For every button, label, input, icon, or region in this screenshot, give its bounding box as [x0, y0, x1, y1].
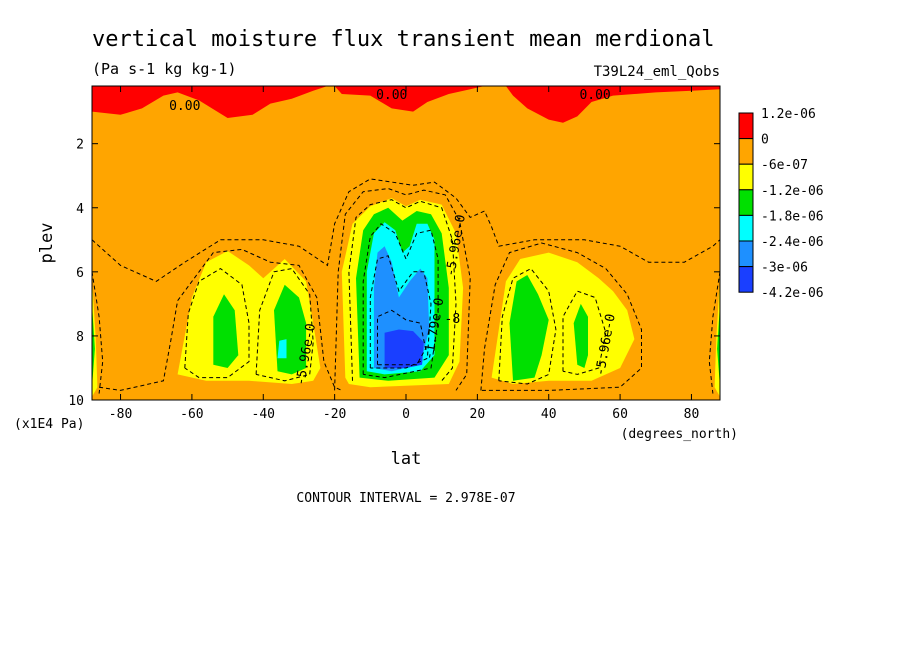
contour-line-10: [498, 267, 557, 385]
contour-line-8: [377, 309, 427, 366]
contour-line-11: [562, 290, 607, 375]
x-tick-label-3: -20: [323, 407, 346, 422]
x-tick-label-2: -40: [252, 407, 275, 422]
contour-line-5: [348, 199, 457, 382]
x-axis-label: lat: [391, 449, 422, 469]
colorbar-label-6: -3e-06: [761, 261, 808, 276]
contour-region-2: [505, 86, 720, 123]
colorbar-swatch-3: [738, 189, 754, 216]
contour-label-1: 0.00: [376, 88, 407, 103]
colorbar-label-3: -1.2e-06: [761, 184, 824, 199]
contour-line-0: [92, 178, 720, 282]
colorbar-label-1: 0: [761, 133, 769, 148]
y-tick-label-1: 4: [76, 202, 84, 217]
contour-region-1: [334, 86, 485, 112]
colorbar-label-7: -4.2e-06: [761, 286, 824, 301]
x-tick-label-6: 40: [541, 407, 557, 422]
colorbar-swatch-6: [738, 266, 754, 293]
contour-region-18: [717, 303, 720, 388]
x-axis-ticks: -80 -60 -40 -20 0 20 40 60 80: [109, 86, 699, 422]
colorbar-swatch-5: [738, 240, 754, 268]
units-subtitle: (Pa s-1 kg kg-1): [92, 60, 237, 78]
colorbar-swatch-2: [738, 163, 754, 191]
contour-lines: [92, 178, 720, 394]
y-tick-label-3: 8: [76, 330, 84, 345]
contour-label-2: 0.00: [579, 88, 610, 103]
y-axis-label: plev: [37, 223, 57, 264]
chart-title: vertical moisture flux transient mean me…: [92, 27, 715, 52]
x-tick-label-1: -60: [180, 407, 203, 422]
filled-contour-regions: [92, 86, 720, 397]
contour-line-2: [184, 267, 250, 379]
y-axis-ticks: 2 4 6 8 10: [68, 138, 720, 409]
x-tick-label-4: 0: [402, 407, 410, 422]
x-tick-label-8: 80: [684, 407, 700, 422]
contour-label-0: 0.00: [169, 99, 200, 114]
x-tick-label-0: -80: [109, 407, 132, 422]
colorbar-swatch-1: [738, 138, 754, 165]
y-tick-label-0: 2: [76, 138, 84, 153]
x-tick-label-5: 20: [470, 407, 486, 422]
contour-label-7: -8: [445, 312, 461, 327]
contour-region-11: [384, 329, 424, 368]
colorbar-swatch-4: [738, 214, 754, 242]
contour-line-9: [480, 242, 642, 391]
colorbar: 1.2e-06 0 -6e-07 -1.2e-06 -1.8e-06 -2.4e-06 -3…: [738, 107, 824, 301]
x-tick-label-7: 60: [612, 407, 628, 422]
contour-region-4: [213, 294, 239, 368]
contour-line-7: [369, 255, 432, 369]
y-tick-label-2: 6: [76, 266, 84, 281]
contour-line-12: [92, 271, 104, 394]
x-axis-units: (degrees_north): [621, 427, 738, 442]
y-tick-label-4: 10: [68, 394, 84, 409]
contour-region-6: [277, 339, 287, 359]
contour-line-3: [255, 268, 314, 382]
contour-line-4: [334, 187, 471, 391]
contour-region-14: [573, 303, 588, 368]
colorbar-label-0: 1.2e-06: [761, 107, 816, 122]
contour-region-13: [509, 275, 549, 381]
contour-line-6: [362, 223, 439, 379]
contour-line-1: [99, 248, 343, 391]
colorbar-label-2: -6e-07: [761, 158, 808, 173]
contour-region-0: [92, 86, 328, 118]
y-axis-units: (x1E4 Pa): [14, 417, 84, 432]
plot-area: 0.000.00 0.00-5.96e-0-1.79e-0-5.96e-0 -5.9…: [92, 86, 720, 400]
colorbar-swatch-0: [738, 112, 754, 140]
colorbar-label-4: -1.8e-06: [761, 209, 824, 224]
contour-line-13: [708, 271, 720, 394]
dataset-label: T39L24_eml_Qobs: [594, 64, 720, 80]
contour-region-16: [92, 303, 95, 388]
colorbar-label-5: -2.4e-06: [761, 235, 824, 250]
contour-interval-note: CONTOUR INTERVAL = 2.978E-07: [296, 491, 515, 506]
